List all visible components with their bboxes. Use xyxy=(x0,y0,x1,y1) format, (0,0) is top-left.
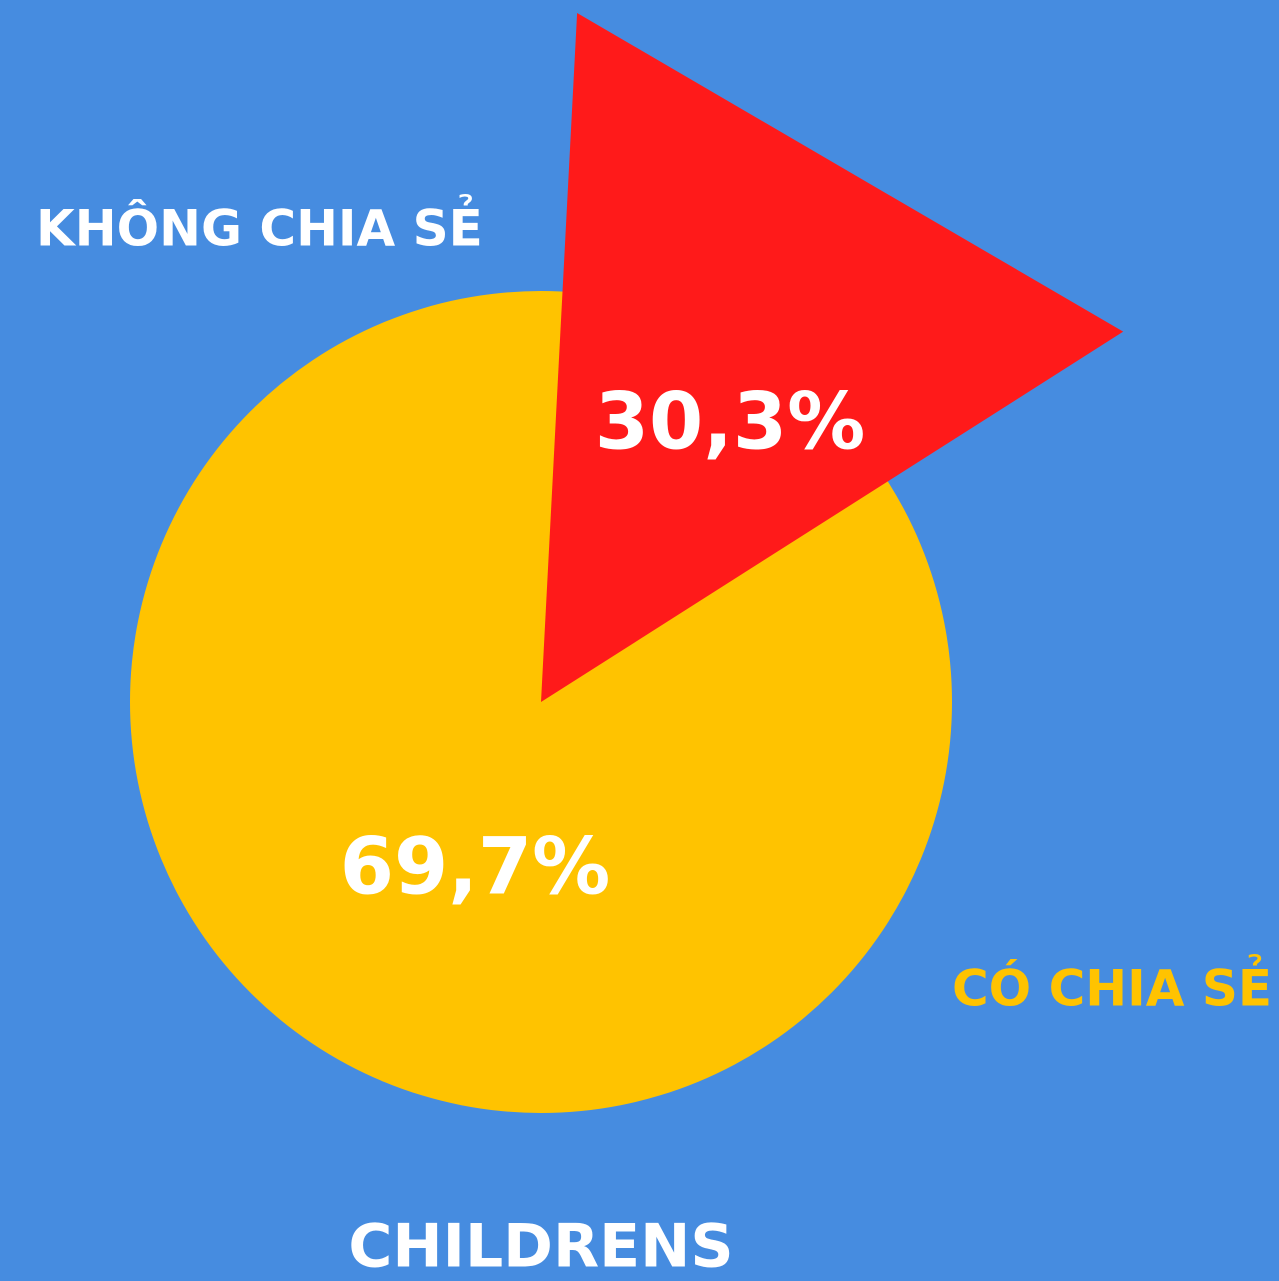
category-label: KHÔNG CHIA SẺ xyxy=(36,194,483,258)
value-label: 30,3% xyxy=(595,377,866,467)
value-label: 69,7% xyxy=(340,822,611,912)
category-label: CÓ CHIA SẺ xyxy=(952,954,1272,1018)
pie-slice xyxy=(541,12,1124,703)
chart-title: CHILDRENS xyxy=(348,1212,733,1281)
